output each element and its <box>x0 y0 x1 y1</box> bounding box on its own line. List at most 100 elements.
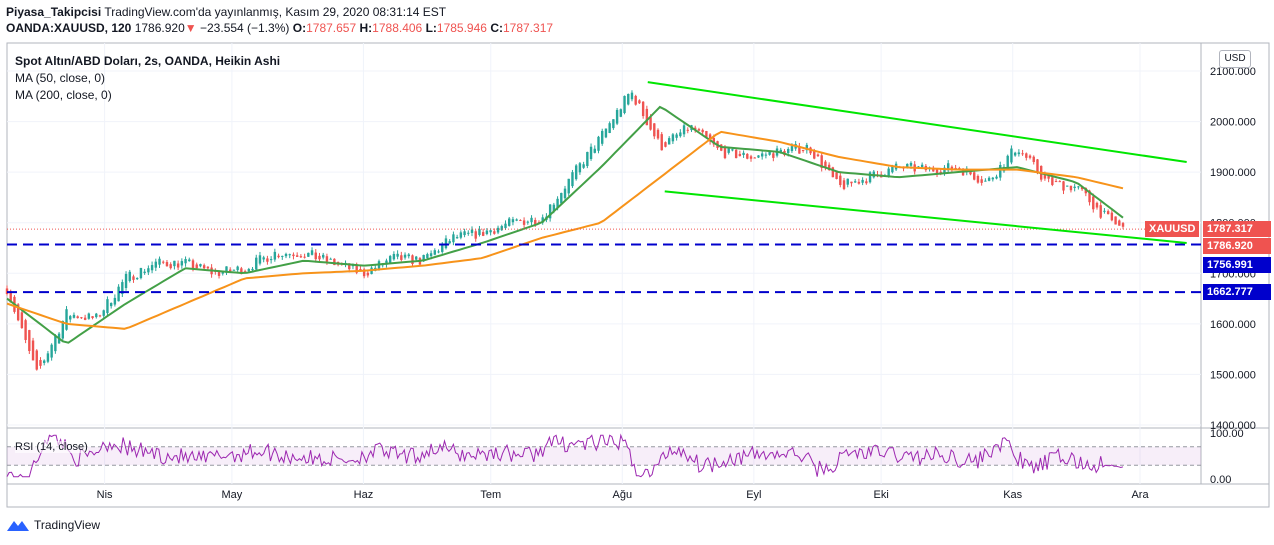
candle-body <box>891 166 894 173</box>
candle-body <box>288 254 291 256</box>
footer-brand[interactable]: TradingView <box>6 518 100 532</box>
candle-body <box>734 149 738 159</box>
candle-body <box>857 181 861 184</box>
candle-body <box>511 219 515 223</box>
rsi-legend[interactable]: RSI (14, close) <box>15 441 88 453</box>
candle-body <box>515 219 518 221</box>
candle-body <box>322 254 325 258</box>
candle-body <box>1080 186 1084 190</box>
candle-body <box>753 157 756 159</box>
candle-body <box>805 144 809 151</box>
open-label: O: <box>292 21 307 35</box>
candle-body <box>868 172 872 183</box>
time-tick-label: Eyl <box>746 489 761 501</box>
candle-body <box>641 101 645 117</box>
candle-body <box>779 149 782 153</box>
low-label: L: <box>425 21 437 35</box>
symbol-name[interactable]: OANDA:XAUUSD, 120 <box>6 21 132 35</box>
candle-body <box>589 146 593 159</box>
candle-body <box>459 232 463 238</box>
candle-body <box>984 180 987 182</box>
ma50-legend[interactable]: MA (50, close, 0) <box>15 71 106 85</box>
candle-body <box>348 263 351 270</box>
candle-body <box>255 257 258 270</box>
ma200-legend[interactable]: MA (200, close, 0) <box>15 88 112 102</box>
candle-body <box>1110 212 1114 221</box>
candle-body <box>519 220 522 222</box>
candle-body <box>307 252 310 257</box>
candle-body <box>191 260 195 269</box>
candle-body <box>76 316 79 319</box>
candle-body <box>69 316 72 320</box>
price-tick-label: 2100.000 <box>1210 66 1256 78</box>
chart-title[interactable]: Spot Altın/ABD Doları, 2s, OANDA, Heikin… <box>15 54 281 68</box>
candle-body <box>80 317 83 319</box>
candle-body <box>1066 185 1069 187</box>
candle-body <box>72 314 76 318</box>
candle-body <box>1043 172 1047 179</box>
candle-body <box>623 95 626 114</box>
candle-body <box>1073 186 1076 188</box>
candle-body <box>403 254 407 258</box>
candle-body <box>582 164 585 168</box>
candle-body <box>816 154 820 157</box>
time-tick-label: Nis <box>97 489 113 501</box>
candle-body <box>500 226 503 231</box>
candle-body <box>333 258 336 266</box>
candle-body <box>1036 159 1039 173</box>
candle-body <box>463 231 466 236</box>
price-tick-label: 1400.000 <box>1210 420 1256 432</box>
candle-body <box>1103 210 1106 212</box>
candle-body <box>240 268 243 275</box>
candle-body <box>229 269 232 272</box>
candle-body <box>701 129 704 133</box>
candle-body <box>422 254 425 262</box>
candle-body <box>1021 153 1024 155</box>
close-price-tag: 1787.317 <box>1203 221 1271 237</box>
candle-body <box>284 253 288 257</box>
candle-body <box>83 317 87 320</box>
publisher-name[interactable]: Piyasa_Takipcisi <box>6 5 102 19</box>
candle-body <box>612 119 615 129</box>
candle-body <box>675 134 678 138</box>
time-tick-label: Kas <box>1003 489 1022 501</box>
candle-body <box>723 147 727 159</box>
candle-body <box>1088 190 1091 203</box>
time-tick-label: Eki <box>874 489 889 501</box>
published-text: TradingView.com'da yayınlanmış, Kasım 29… <box>104 5 447 19</box>
candle-body <box>411 255 414 265</box>
candle-body <box>444 238 448 249</box>
chart-frame <box>6 42 1270 508</box>
candle-body <box>162 261 165 263</box>
rsi-tick-label: 0.00 <box>1210 474 1231 486</box>
price-change: −23.554 (−1.3%) <box>200 21 290 35</box>
candle-body <box>429 253 433 257</box>
candle-body <box>973 172 976 180</box>
candle-body <box>139 267 143 279</box>
candle-body <box>28 330 31 352</box>
candle-body <box>850 181 853 184</box>
candle-body <box>1099 205 1102 218</box>
candle-body <box>362 269 366 277</box>
candle-body <box>615 109 619 124</box>
candle-body <box>649 117 652 130</box>
currency-button[interactable]: USD <box>1219 50 1251 68</box>
candle-body <box>489 230 492 233</box>
candle-body <box>1054 181 1058 183</box>
candle-body <box>9 291 12 303</box>
candle-body <box>813 150 816 159</box>
candle-body <box>541 217 544 223</box>
level-tag-1: 1756.991 <box>1203 257 1271 273</box>
candle-body <box>909 162 913 166</box>
candle-body <box>887 168 890 176</box>
candle-body <box>578 163 582 173</box>
candle-body <box>392 253 396 260</box>
candle-body <box>1095 202 1099 208</box>
candle-body <box>630 92 634 100</box>
publish-info: Piyasa_Takipcisi TradingView.com'da yayı… <box>6 5 446 19</box>
candle-body <box>109 302 113 307</box>
candle-body <box>478 229 481 235</box>
candle-body <box>906 163 909 168</box>
candle-body <box>820 155 823 168</box>
